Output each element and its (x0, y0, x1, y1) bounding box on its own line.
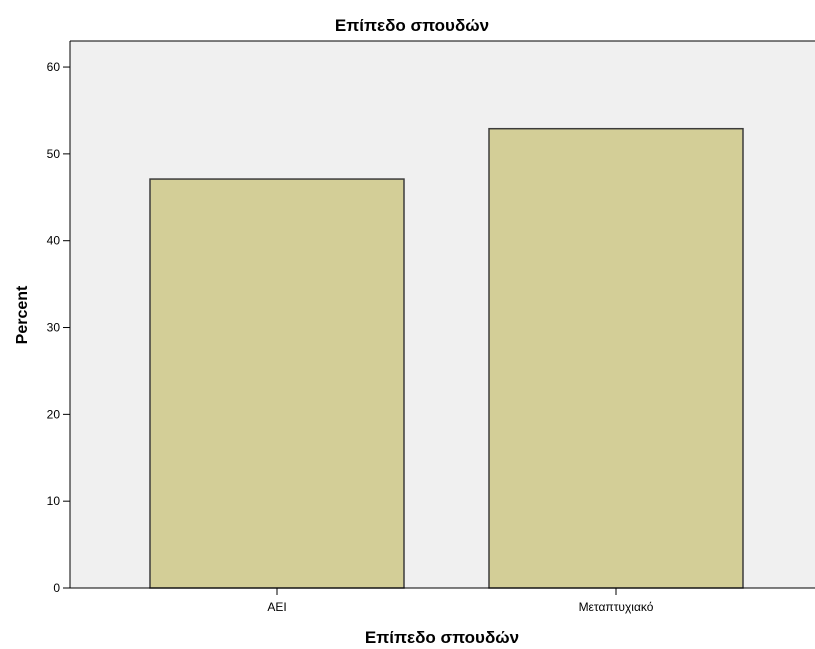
y-tick-label: 60 (47, 60, 61, 74)
bars-group (149, 127, 744, 589)
y-tick-label: 20 (47, 407, 61, 421)
bar-2 (488, 127, 744, 589)
x-tick-label: Μεταπτυχιακό (579, 600, 654, 614)
x-axis-label: Επίπεδο σπουδών (365, 628, 519, 647)
chart-title: Επίπεδο σπουδών (335, 16, 489, 35)
y-tick-label: 10 (47, 494, 61, 508)
y-tick-label: 50 (47, 147, 61, 161)
bar-1 (149, 178, 405, 589)
x-tick-label: ΑΕΙ (267, 600, 286, 614)
y-tick-label: 40 (47, 234, 61, 248)
y-tick-label: 0 (53, 581, 60, 595)
x-axis-ticks: ΑΕΙ Μεταπτυχιακό (267, 588, 654, 614)
y-tick-label: 30 (47, 321, 61, 335)
y-axis-label: Percent (14, 285, 31, 344)
y-axis-ticks: 0 10 20 30 40 50 60 (47, 60, 70, 595)
